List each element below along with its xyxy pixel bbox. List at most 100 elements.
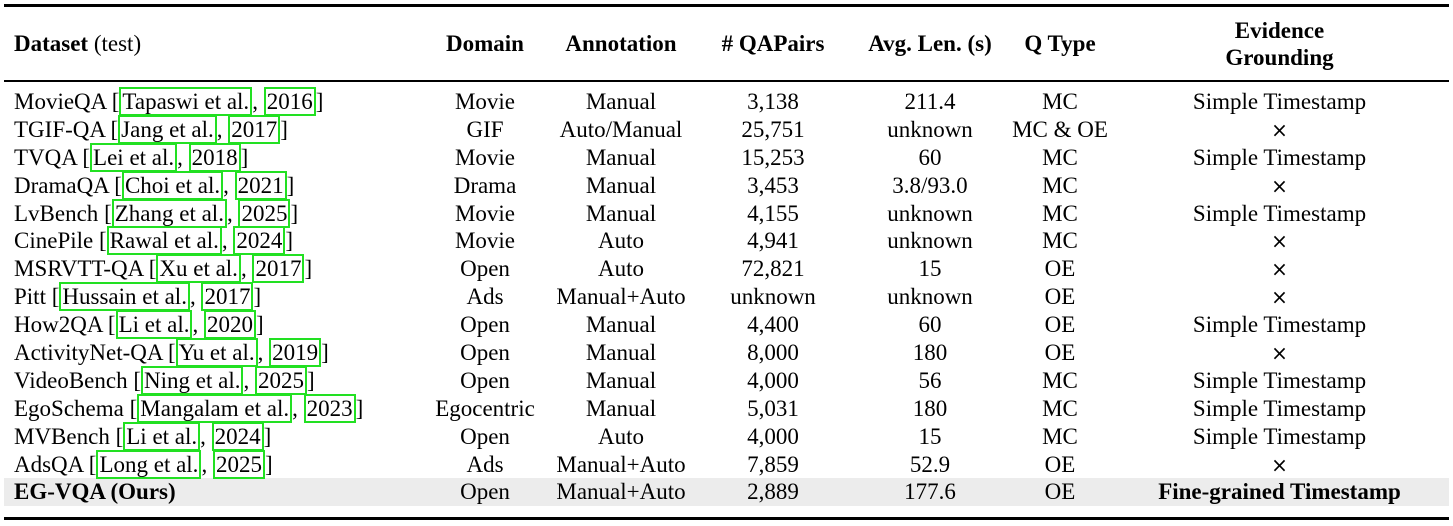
citation-authors-link[interactable]: Mangalam et al.	[137, 393, 293, 423]
evidence-cell: Simple Timestamp	[1192, 88, 1367, 114]
q-type-cell: MC	[1042, 172, 1078, 198]
domain-cell: Egocentric	[435, 395, 535, 421]
citation-year-link[interactable]: 2018	[188, 142, 241, 172]
dataset-cell: ActivityNet-QA [Yu et al., 2019]	[14, 337, 329, 367]
annotation-cell: Manual	[585, 367, 657, 393]
avg-len-cell: unknown	[887, 116, 973, 142]
citation-year-link[interactable]: 2025	[212, 449, 265, 479]
citation-authors-link[interactable]: Yu et al.	[175, 337, 258, 367]
citation-authors-link[interactable]: Tapaswi et al.	[119, 86, 253, 116]
ours-dataset-name: EG-VQA (Ours)	[4, 478, 424, 507]
evidence-cell: Simple Timestamp	[1192, 367, 1367, 393]
dataset-name: EgoSchema	[14, 395, 124, 421]
qa-pairs-cell: unknown	[730, 284, 816, 310]
citation-year-link[interactable]: 2017	[228, 114, 281, 144]
citation-authors-link[interactable]: Long et al.	[96, 449, 202, 479]
dataset-name: TGIF-QA	[14, 116, 105, 142]
annotation-cell: Auto/Manual	[559, 116, 683, 142]
table-row: MVBench [Li et al., 2024] Open Auto 4,000 15…	[4, 421, 1449, 451]
avg-len-cell: 52.9	[909, 451, 951, 477]
table-row: DramaQA [Choi et al., 2021] Drama Manual 3,…	[4, 170, 1449, 200]
table-row: How2QA [Li et al., 2020] Open Manual 4,400 6…	[4, 310, 1449, 340]
citation-authors-link[interactable]: Li et al.	[115, 310, 193, 340]
citation-year-link[interactable]: 2020	[203, 310, 256, 340]
header-evidence-grounding: Evidence Grounding	[1225, 17, 1334, 70]
q-type-cell: OE	[1044, 312, 1076, 338]
domain-cell: Ads	[466, 451, 504, 477]
q-type-cell: MC	[1042, 200, 1078, 226]
citation-year-link[interactable]: 2017	[201, 282, 254, 312]
avg-len-cell: 60	[918, 312, 942, 338]
citation-authors-link[interactable]: Rawal et al.	[106, 226, 222, 256]
avg-len-cell: 211.4	[904, 88, 956, 114]
dataset-cell: AdsQA [Long et al., 2025]	[14, 449, 273, 479]
citation-authors-link[interactable]: Choi et al.	[121, 170, 224, 200]
header-row: Dataset (test) Domain Annotation # QAPai…	[4, 7, 1449, 80]
dataset-name: LvBench	[14, 200, 99, 226]
citation-year-link[interactable]: 2025	[238, 198, 291, 228]
citation-authors-link[interactable]: Zhang et al.	[111, 198, 227, 228]
citation-authors-link[interactable]: Li et al.	[123, 421, 201, 451]
table-row: TVQA [Lei et al., 2018] Movie Manual 15,253…	[4, 142, 1449, 172]
domain-cell: Open	[460, 256, 510, 282]
evidence-cell: Simple Timestamp	[1192, 312, 1367, 338]
qa-pairs-cell: 4,400	[747, 312, 799, 338]
domain-cell: Ads	[466, 284, 504, 310]
qa-pairs-cell: 15,253	[741, 144, 805, 170]
dataset-name: MovieQA	[14, 88, 106, 114]
annotation-cell: Manual	[585, 88, 657, 114]
dataset-cell: MVBench [Li et al., 2024]	[14, 421, 272, 451]
avg-len-cell: 56	[918, 367, 942, 393]
ours-avg-len: 177.6	[850, 478, 1010, 507]
citation-year-link[interactable]: 2023	[303, 393, 356, 423]
citation-year-link[interactable]: 2025	[254, 365, 307, 395]
evidence-cell: Simple Timestamp	[1192, 200, 1367, 226]
domain-cell: Movie	[454, 200, 516, 226]
dataset-cell: TGIF-QA [Jang et al., 2017]	[14, 114, 288, 144]
ours-qa-pairs: 2,889	[696, 478, 850, 507]
header-dataset: Dataset (test)	[14, 31, 142, 56]
annotation-cell: Manual	[585, 200, 657, 226]
dataset-cell: LvBench [Zhang et al., 2025]	[14, 198, 299, 228]
header-avg-len: Avg. Len. (s)	[868, 31, 992, 56]
table-row: MovieQA [Tapaswi et al., 2016] Movie Manua…	[4, 86, 1449, 116]
domain-cell: Drama	[453, 172, 517, 198]
citation-year-link[interactable]: 2024	[211, 421, 264, 451]
citation-year-link[interactable]: 2024	[233, 226, 286, 256]
qa-pairs-cell: 3,453	[747, 172, 799, 198]
citation-year-link[interactable]: 2021	[234, 170, 287, 200]
dataset-name: CinePile	[14, 228, 94, 254]
header-annotation: Annotation	[565, 31, 677, 56]
annotation-cell: Manual+Auto	[556, 284, 686, 310]
dataset-name: MSRVTT-QA	[14, 256, 143, 282]
citation-year-link[interactable]: 2019	[269, 337, 322, 367]
citation-year-link[interactable]: 2017	[252, 254, 305, 284]
dataset-name: TVQA	[14, 144, 77, 170]
ours-q-type: OE	[1010, 478, 1110, 507]
annotation-cell: Manual	[585, 172, 657, 198]
citation-authors-link[interactable]: Ning et al.	[141, 365, 244, 395]
dataset-name: MVBench	[14, 423, 110, 449]
avg-len-cell: unknown	[887, 228, 973, 254]
q-type-cell: MC	[1042, 395, 1078, 421]
annotation-cell: Manual	[585, 312, 657, 338]
citation-year-link[interactable]: 2016	[263, 86, 316, 116]
evidence-cell: ×	[1271, 285, 1288, 310]
dataset-cell: VideoBench [Ning et al., 2025]	[14, 365, 315, 395]
qa-pairs-cell: 5,031	[747, 395, 799, 421]
citation-authors-link[interactable]: Xu et al.	[156, 254, 241, 284]
ours-row: EG-VQA (Ours) Open Manual+Auto 2,889 177…	[4, 478, 1449, 507]
citation-authors-link[interactable]: Jang et al.	[118, 114, 217, 144]
table-body: MovieQA [Tapaswi et al., 2016] Movie Manua…	[4, 86, 1449, 507]
qa-pairs-cell: 4,000	[747, 423, 799, 449]
citation-authors-link[interactable]: Hussain et al.	[59, 282, 190, 312]
q-type-cell: MC	[1042, 423, 1078, 449]
annotation-cell: Manual	[585, 144, 657, 170]
avg-len-cell: 180	[912, 339, 948, 365]
citation-authors-link[interactable]: Lei et al.	[90, 142, 178, 172]
qa-pairs-cell: 3,138	[747, 88, 799, 114]
top-rule	[4, 4, 1449, 7]
dataset-cell: TVQA [Lei et al., 2018]	[14, 142, 249, 172]
evidence-cell: ×	[1271, 452, 1288, 477]
